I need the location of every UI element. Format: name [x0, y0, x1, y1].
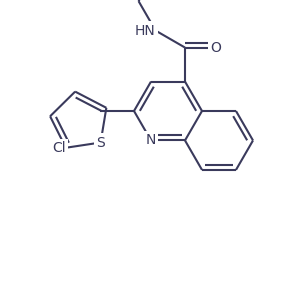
Text: HN: HN [135, 24, 156, 38]
Text: Cl: Cl [52, 141, 66, 155]
Text: N: N [146, 133, 156, 148]
Text: O: O [210, 41, 221, 55]
Text: S: S [96, 136, 105, 150]
